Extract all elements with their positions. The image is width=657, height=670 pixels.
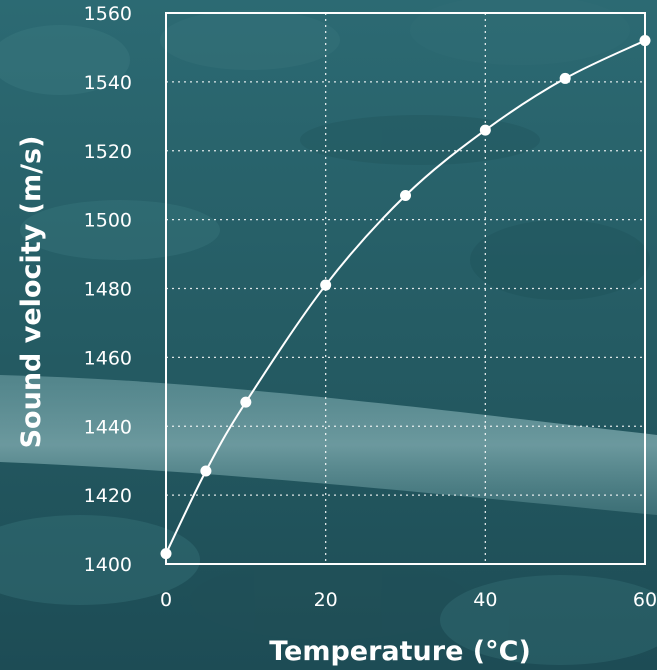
y-tick-label: 1520: [84, 141, 132, 163]
series-layer: [160, 35, 651, 560]
data-point: [559, 72, 571, 84]
grid: [166, 13, 645, 564]
data-point: [400, 190, 411, 202]
x-axis-ticks: 0 20 40 60: [160, 589, 657, 611]
plot-frame: [165, 12, 646, 565]
series-line: [165, 39, 646, 555]
y-axis-title: Sound velocity (m/s): [16, 136, 47, 449]
data-point: [320, 279, 332, 291]
y-tick-label: 1440: [84, 416, 132, 438]
y-tick-label: 1560: [84, 3, 132, 25]
x-axis-title: Temperature (°C): [269, 636, 531, 667]
background-pipe: [0, 375, 657, 515]
x-tick-label: 40: [473, 589, 497, 611]
data-point: [240, 396, 252, 408]
plot-border: [165, 12, 646, 565]
x-tick-label: 0: [160, 589, 172, 611]
y-tick-label: 1460: [84, 347, 132, 369]
x-tick-label: 20: [314, 589, 338, 611]
y-tick-label: 1420: [84, 485, 132, 507]
y-axis-ticks: 1400 1420 1440 1460 1480 1500 1520 1540 1560: [84, 3, 132, 576]
y-tick-label: 1400: [84, 554, 132, 576]
x-tick-label: 60: [633, 589, 657, 611]
y-tick-label: 1500: [84, 210, 132, 232]
y-tick-label: 1480: [84, 279, 132, 301]
data-point: [200, 465, 212, 477]
data-point: [479, 124, 491, 136]
y-tick-label: 1540: [84, 72, 132, 94]
data-point: [160, 548, 172, 560]
data-point: [639, 35, 651, 47]
